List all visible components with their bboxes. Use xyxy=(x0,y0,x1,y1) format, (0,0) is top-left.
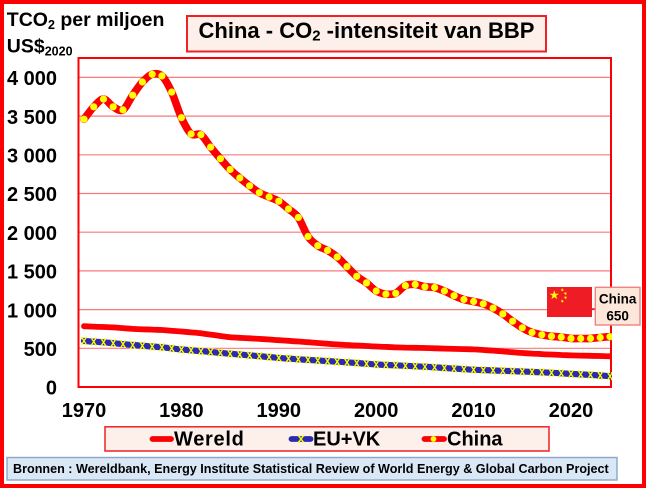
svg-text:2 000: 2 000 xyxy=(7,223,57,245)
svg-text:0: 0 xyxy=(46,378,57,400)
svg-text:Wereld: Wereld xyxy=(174,429,245,451)
svg-text:4 000: 4 000 xyxy=(7,68,57,90)
svg-text:TCO2 per miljoen: TCO2 per miljoen xyxy=(7,9,165,32)
svg-text:China: China xyxy=(599,291,637,306)
svg-text:650: 650 xyxy=(606,308,629,323)
svg-text:1 500: 1 500 xyxy=(7,262,57,284)
svg-text:500: 500 xyxy=(24,339,57,361)
svg-text:1 000: 1 000 xyxy=(7,300,57,322)
svg-text:1990: 1990 xyxy=(257,400,302,422)
svg-text:2 500: 2 500 xyxy=(7,184,57,206)
svg-text:2020: 2020 xyxy=(549,400,594,422)
svg-text:3 000: 3 000 xyxy=(7,146,57,168)
svg-text:2000: 2000 xyxy=(354,400,399,422)
svg-text:EU+VK: EU+VK xyxy=(313,429,381,451)
svg-text:3 500: 3 500 xyxy=(7,107,57,129)
svg-text:China - CO2 -intensiteit van B: China - CO2 -intensiteit van BBP xyxy=(199,18,535,45)
svg-text:China: China xyxy=(447,429,503,451)
svg-text:2010: 2010 xyxy=(451,400,496,422)
svg-text:1980: 1980 xyxy=(159,400,204,422)
svg-text:1970: 1970 xyxy=(62,400,107,422)
svg-text:Bronnen : Wereldbank, Energy I: Bronnen : Wereldbank, Energy Institute S… xyxy=(13,462,610,476)
